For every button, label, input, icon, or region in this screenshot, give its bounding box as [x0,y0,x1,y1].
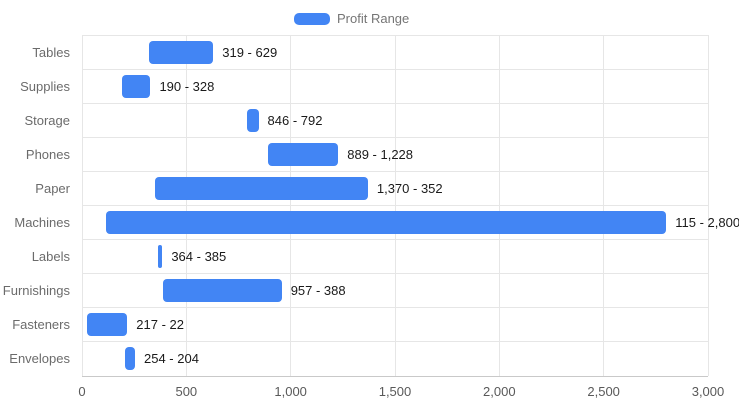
row-separator [82,34,708,36]
category-label: Envelopes [9,351,70,367]
value-label: 889 - 1,228 [347,146,414,162]
range-bar[interactable] [105,211,667,235]
value-label: 254 - 204 [144,351,199,367]
x-tick-label: 2,000 [483,384,516,399]
value-label: 217 - 22 [136,317,184,333]
row-separator [82,170,708,172]
range-bar[interactable] [162,279,282,303]
value-label: 957 - 388 [290,283,346,299]
x-tick-label: 1,500 [378,384,412,399]
range-bar[interactable] [155,176,368,200]
category-label: Supplies [20,78,70,94]
range-bar[interactable] [267,142,339,166]
category-label: Furnishings [2,283,70,299]
category-label: Tables [32,44,70,60]
x-axis-line [82,375,708,377]
range-bar[interactable] [124,347,135,371]
row-separator [82,68,708,70]
value-label: 1,370 - 352 [376,180,443,196]
row-separator [82,239,708,241]
range-bar[interactable] [148,40,214,64]
category-label: Labels [31,249,70,265]
range-bar[interactable] [121,74,151,98]
category-label: Fasteners [12,317,70,333]
value-label: 846 - 792 [267,112,323,128]
row-separator [82,341,708,343]
row-separator [82,205,708,206]
category-label: Phones [25,146,70,162]
legend-item-profit-range[interactable]: Profit Range [294,11,409,26]
x-tick-label: 3,000 [691,384,725,399]
range-bar[interactable] [247,108,259,132]
x-tick-label: 1,000 [274,384,307,399]
plot-area [81,34,709,377]
value-label: 190 - 328 [159,78,215,94]
value-label: 115 - 2,800 [675,215,739,231]
range-bar[interactable] [86,313,128,337]
x-tick-label: 500 [175,384,198,399]
legend-label: Profit Range [337,11,410,26]
row-separator [82,136,708,138]
x-tick-label: 2,500 [587,384,620,399]
row-separator [82,273,708,275]
value-label: 319 - 629 [222,44,278,60]
category-label: Machines [14,215,70,231]
row-separator [82,102,708,104]
value-label: 364 - 385 [171,249,227,265]
x-tick-label: 0 [78,384,86,399]
legend-swatch-icon [294,12,330,25]
range-bar[interactable] [157,245,163,269]
gridline-vertical [707,35,709,376]
category-label: Paper [35,180,70,196]
category-label: Storage [24,112,70,128]
row-separator [82,307,708,309]
